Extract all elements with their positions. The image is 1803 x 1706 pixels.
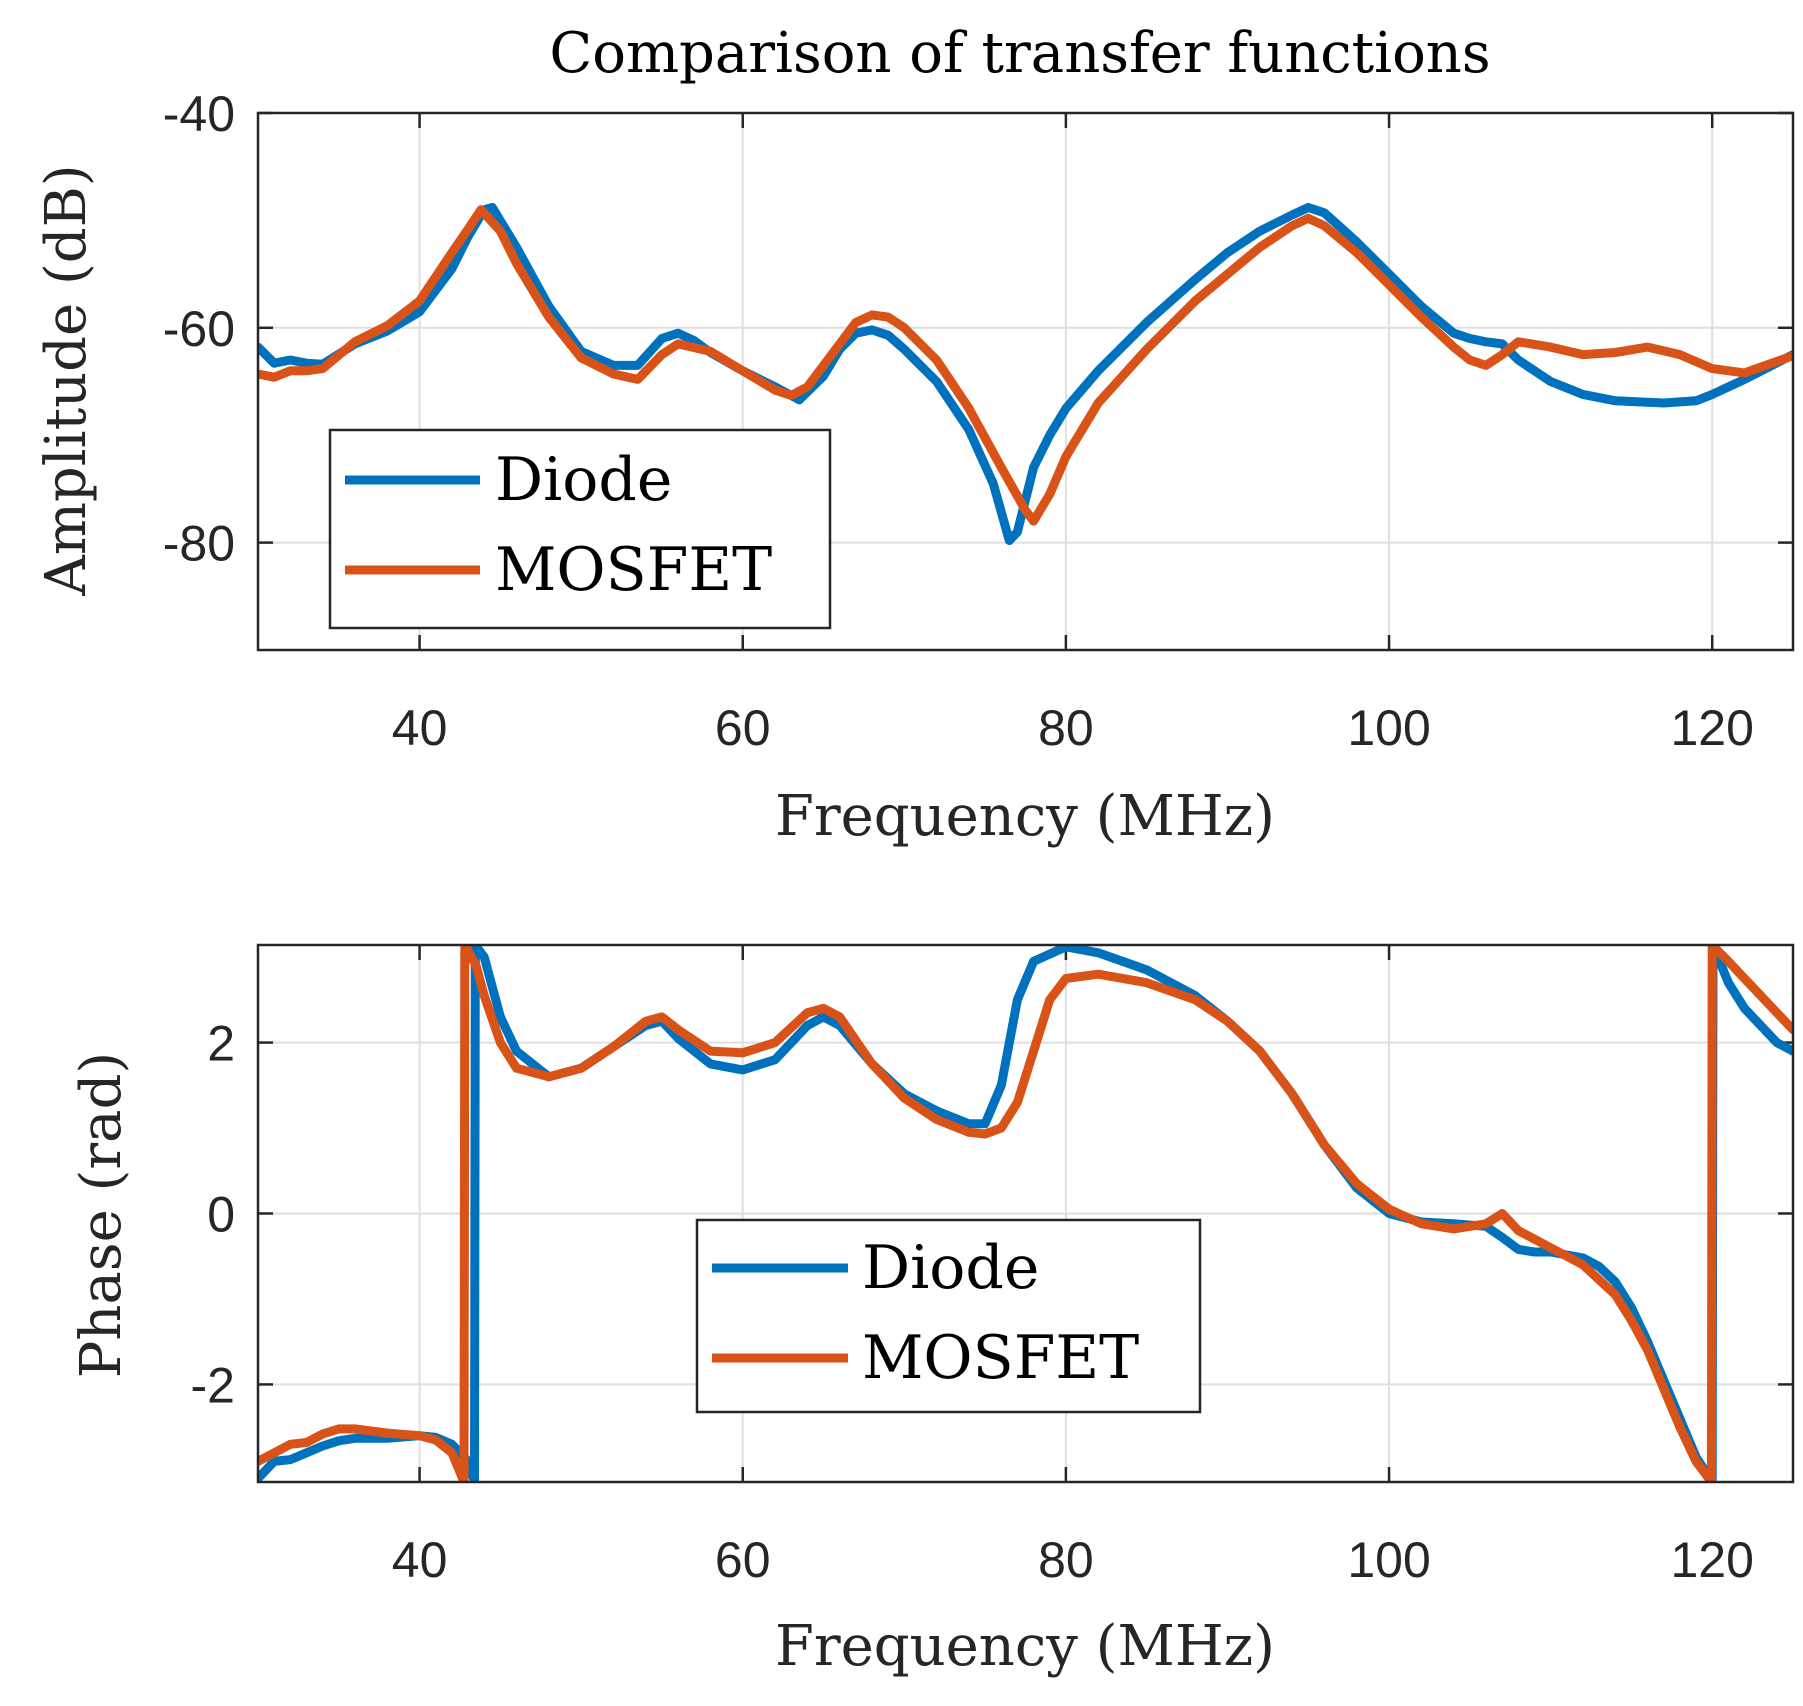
phase-series-mosfet-line: [258, 945, 1793, 1482]
phase-curves: [258, 945, 1793, 1482]
phase-x-tick-label: 40: [392, 1532, 448, 1588]
chart-title: Comparison of transfer functions: [549, 21, 1490, 86]
phase-x-tick-label: 100: [1347, 1532, 1430, 1588]
amplitude-curves: [258, 203, 1793, 545]
amplitude-legend-mosfet-label: MOSFET: [495, 535, 772, 605]
amplitude-x-axis-label: Frequency (MHz): [775, 784, 1275, 849]
phase-legend: Diode MOSFET: [695, 1218, 1202, 1414]
amplitude-legend: Diode MOSFET: [328, 428, 832, 630]
phase-legend-box: [695, 1218, 1202, 1414]
phase-y-axis-label: Phase (rad): [69, 1052, 134, 1379]
phase-series-diode-line: [258, 945, 1793, 1482]
phase-x-tick-label: 80: [1038, 1532, 1094, 1588]
amplitude-y-tick-labels: -40 -60 -80: [163, 86, 235, 572]
phase-x-tick-label: 60: [715, 1532, 771, 1588]
amplitude-y-tick-label: -60: [163, 301, 235, 357]
phase-legend-diode-label: Diode: [862, 1233, 1039, 1303]
amplitude-series-mosfet-line: [258, 205, 1793, 526]
phase-plot: 40 60 80 100 120 2 0 -2 Frequency (MHz) Phase …: [69, 943, 1795, 1679]
amplitude-x-tick-label: 40: [392, 700, 448, 756]
amplitude-x-tick-label: 120: [1670, 700, 1753, 756]
phase-y-tick-labels: 2 0 -2: [191, 1016, 235, 1414]
phase-x-tick-labels: 40 60 80 100 120: [392, 1532, 1754, 1588]
phase-legend-mosfet-label: MOSFET: [862, 1323, 1139, 1393]
phase-x-tick-label: 120: [1670, 1532, 1753, 1588]
phase-x-axis-label: Frequency (MHz): [775, 1614, 1275, 1679]
amplitude-y-axis-label: Amplitude (dB): [34, 164, 99, 596]
amplitude-plot: 40 60 80 100 120 -40 -60 -80 Frequency (MHz) A…: [34, 86, 1795, 849]
phase-y-tick-label: 0: [207, 1187, 235, 1243]
amplitude-legend-diode-label: Diode: [495, 445, 672, 515]
amplitude-x-tick-labels: 40 60 80 100 120: [392, 700, 1754, 756]
amplitude-y-tick-label: -40: [163, 86, 235, 142]
phase-y-tick-label: 2: [207, 1016, 235, 1072]
amplitude-y-tick-label: -80: [163, 516, 235, 572]
phase-y-tick-label: -2: [191, 1357, 235, 1413]
amplitude-x-tick-label: 80: [1038, 700, 1094, 756]
amplitude-x-tick-label: 60: [715, 700, 771, 756]
amplitude-axes-frame: [256, 111, 1795, 652]
amplitude-legend-box: [328, 428, 832, 630]
amplitude-x-tick-label: 100: [1347, 700, 1430, 756]
phase-axes-frame: [256, 943, 1795, 1484]
